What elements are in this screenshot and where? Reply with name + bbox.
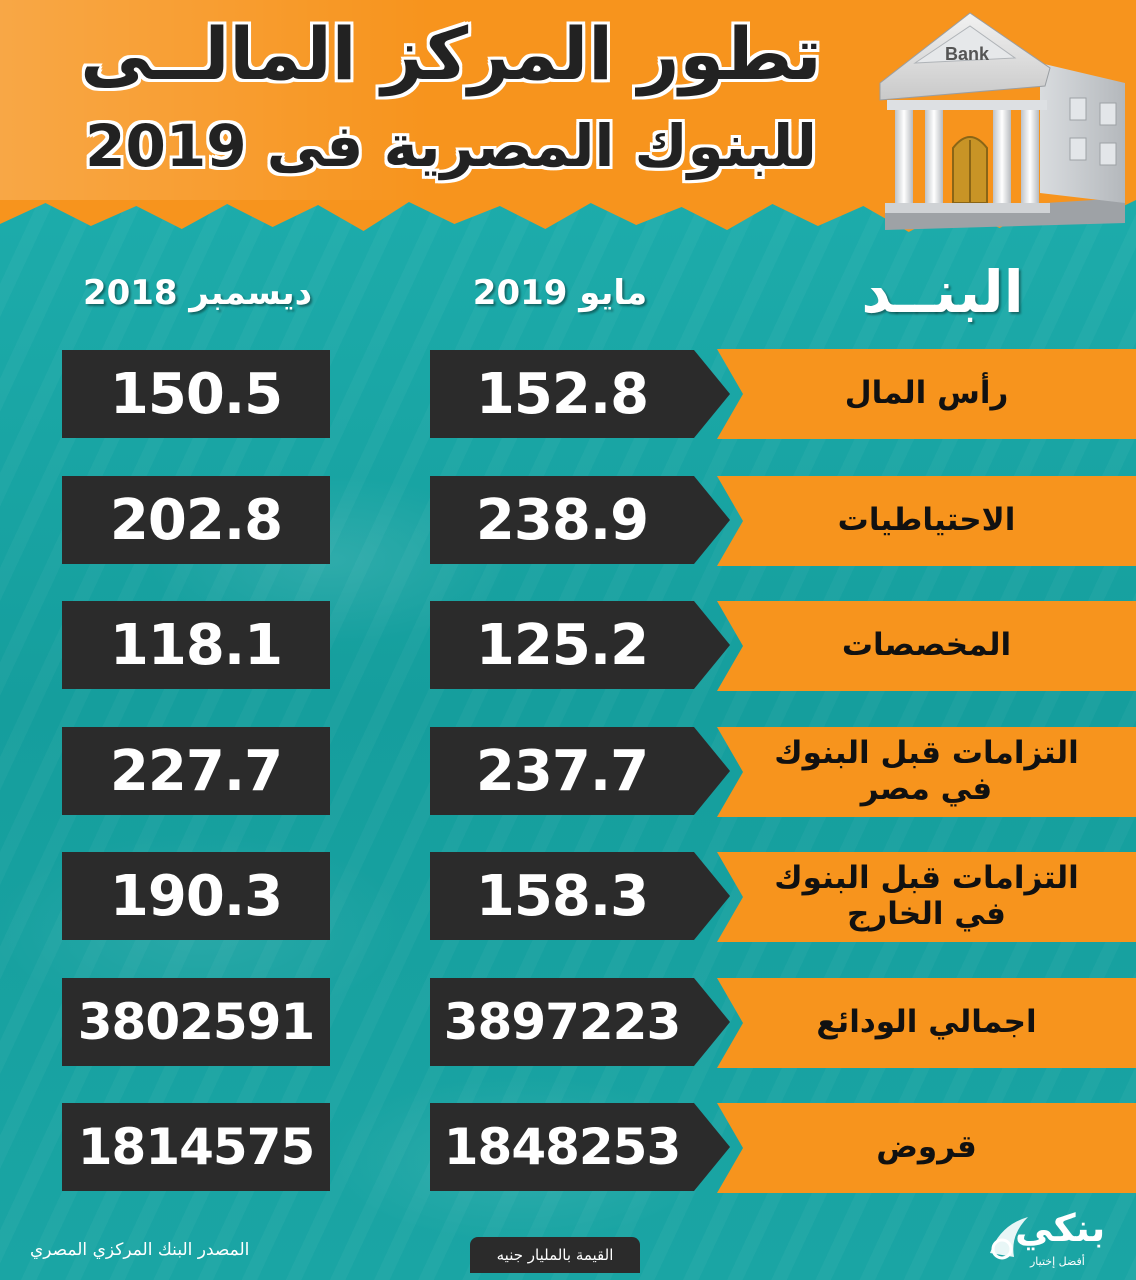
brand-logo-tagline: أفضل إختيار [1030, 1255, 1085, 1268]
value-dec-total-deposits: 3802591 [62, 978, 330, 1066]
bank-sign-text: Bank [945, 44, 990, 64]
row-label-liabilities-abroad: التزامات قبل البنوك في الخارج [717, 852, 1136, 942]
value-dec-loans: 1814575 [62, 1103, 330, 1191]
value-may-provisions: 125.2 [430, 601, 730, 689]
value-may-liabilities-egypt: 237.7 [430, 727, 730, 815]
brand-logo-text: بنكي [1015, 1206, 1106, 1250]
bank-building-icon: Bank [879, 12, 1125, 230]
value-dec-reserves: 202.8 [62, 476, 330, 564]
row-label-reserves: الاحتياطيات [717, 476, 1136, 566]
page-subtitle: للبنوك المصرية فى 2019 [85, 112, 817, 180]
value-may-liabilities-abroad: 158.3 [430, 852, 730, 940]
value-dec-provisions: 118.1 [62, 601, 330, 689]
row-label-capital: رأس المال [717, 349, 1136, 439]
value-dec-liabilities-abroad: 190.3 [62, 852, 330, 940]
row-label-total-deposits: اجمالي الودائع [717, 978, 1136, 1068]
column-header-item: البنــد [861, 258, 1024, 326]
brand-logo-icon [990, 1217, 1028, 1260]
source-note: المصدر البنك المركزي المصري [30, 1240, 250, 1260]
value-may-reserves: 238.9 [430, 476, 730, 564]
value-may-capital: 152.8 [430, 350, 730, 438]
page-title: تطور المركز المالــى [80, 12, 822, 96]
value-dec-liabilities-egypt: 227.7 [62, 727, 330, 815]
row-label-loans: قروض [717, 1103, 1136, 1193]
row-label-provisions: المخصصات [717, 601, 1136, 691]
column-header-dec-2018: ديسمبر 2018 [82, 273, 313, 313]
unit-note: القيمة بالمليار جنيه [470, 1237, 640, 1273]
value-may-total-deposits: 3897223 [430, 978, 730, 1066]
header-money-texture [0, 0, 430, 200]
row-label-liabilities-egypt: التزامات قبل البنوك في مصر [717, 727, 1136, 817]
column-header-may-2019: مايو 2019 [472, 273, 648, 313]
value-may-loans: 1848253 [430, 1103, 730, 1191]
value-dec-capital: 150.5 [62, 350, 330, 438]
